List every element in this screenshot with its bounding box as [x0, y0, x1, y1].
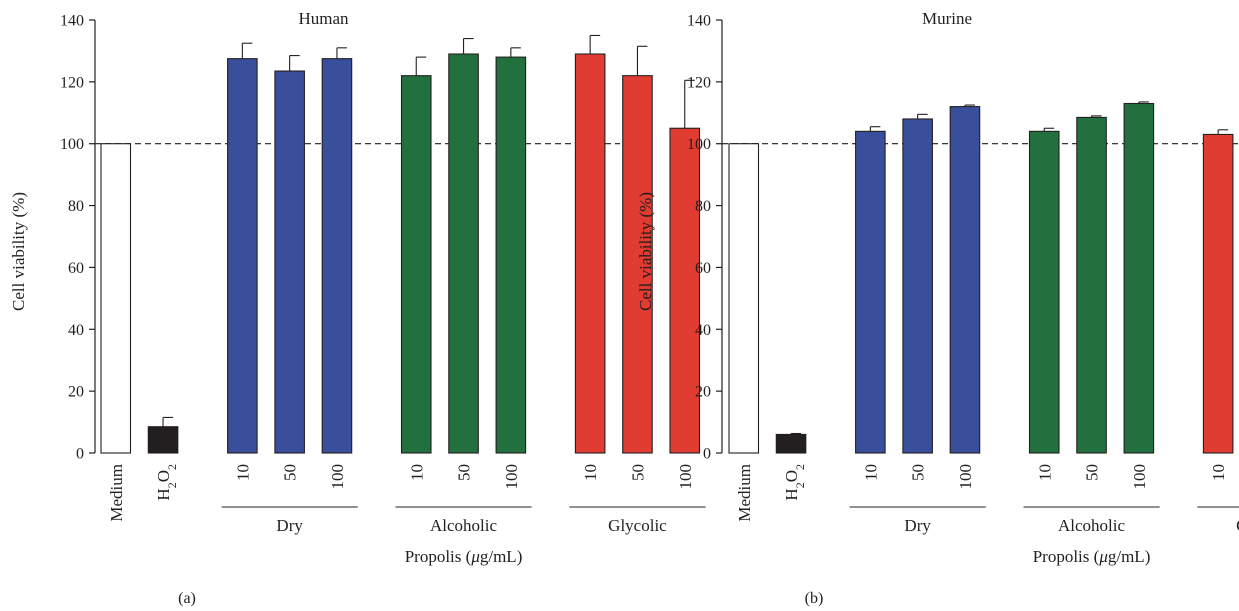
y-tick-label: 120	[60, 74, 84, 91]
bar-5	[1028, 130, 1060, 454]
bar-3	[902, 118, 933, 454]
y-tick-label: 140	[687, 13, 711, 30]
x-tick-label-10: 100	[676, 464, 695, 490]
bar-10	[669, 127, 701, 454]
x-tick-label-7: 100	[502, 464, 521, 490]
subscript: 2	[165, 464, 179, 470]
y-tick-label: 60	[695, 260, 711, 277]
chart-title: Human	[298, 9, 349, 28]
y-tick-label: 0	[703, 446, 711, 463]
y-tick-label: 20	[695, 384, 711, 401]
y-tick-label: 40	[695, 322, 711, 339]
y-tick-label: 100	[60, 136, 84, 153]
x-tick-label-2: 10	[861, 464, 880, 481]
y-tick-label: 20	[68, 384, 84, 401]
y-tick-label: 0	[76, 446, 84, 463]
xlabel-part: Propolis (	[405, 547, 472, 566]
y-tick-label: 80	[68, 198, 84, 215]
bar-8	[1202, 133, 1234, 454]
bar-7	[495, 56, 527, 454]
x-tick-label-4: 100	[328, 464, 347, 490]
panel-b: 0 20 40 60 80 100 120 140 Cell viability (%) Muri…	[636, 9, 1239, 607]
bar-9	[622, 75, 653, 454]
subscript: 2	[165, 482, 179, 488]
y-tick-label: 100	[687, 136, 711, 153]
x-axis-label: Propolis (μg/mL)	[405, 547, 523, 566]
x-tick-label-7: 100	[1130, 464, 1149, 490]
y-tick-label: 80	[695, 198, 711, 215]
x-tick-label-6: 50	[455, 464, 474, 481]
xlabel-part: g/mL)	[1108, 547, 1151, 566]
x-tick-label-0: Medium	[735, 464, 754, 522]
h-letter: H	[154, 488, 173, 500]
x-tick-label-8: 10	[1209, 464, 1228, 481]
x-tick-label-2: 10	[233, 464, 252, 481]
xlabel-part: Propolis (	[1033, 547, 1100, 566]
xlabel-part: g/mL)	[480, 547, 523, 566]
x-tick-label-3: 50	[281, 464, 300, 481]
y-tick-label: 60	[68, 260, 84, 277]
bar-3	[274, 70, 305, 454]
bar-2	[855, 130, 886, 454]
bar-6	[1076, 116, 1107, 454]
o-letter: O	[154, 470, 173, 482]
bar-1	[147, 426, 179, 454]
bar-4	[949, 106, 981, 454]
bar-0	[728, 143, 760, 454]
bar-7	[1123, 102, 1155, 454]
bar-6	[448, 53, 479, 454]
x-tick-label-8: 10	[581, 464, 600, 481]
h-letter: H	[782, 488, 801, 500]
x-tick-label-1: H2O2	[782, 464, 807, 501]
x-tick-label-5: 10	[1035, 464, 1054, 481]
x-tick-label-3: 50	[909, 464, 928, 481]
x-axis-label: Propolis (μg/mL)	[1033, 547, 1151, 566]
y-tick-label: 120	[687, 74, 711, 91]
bar-2	[227, 58, 258, 454]
group-label-2: Glycolic	[1236, 516, 1239, 535]
group-label-2: Glycolic	[608, 516, 667, 535]
group-label-1: Alcoholic	[430, 516, 497, 535]
y-tick-label: 40	[68, 322, 84, 339]
xlabel-mu: μ	[1098, 547, 1108, 566]
panel-label: (b)	[805, 590, 824, 607]
x-tick-label-6: 50	[1083, 464, 1102, 481]
subscript: 2	[793, 464, 807, 470]
y-tick-label: 140	[60, 13, 84, 30]
xlabel-mu: μ	[470, 547, 480, 566]
subscript: 2	[793, 482, 807, 488]
y-axis-label: Cell viability (%)	[636, 192, 655, 311]
group-label-1: Alcoholic	[1058, 516, 1125, 535]
y-axis-label: Cell viability (%)	[9, 192, 28, 311]
bar-1	[775, 433, 807, 454]
panel-a: 0 20 40 60 80 100 120 140 Cell viability (%) Huma…	[9, 9, 706, 607]
bar-0	[100, 143, 132, 454]
group-label-0: Dry	[904, 516, 931, 535]
x-tick-label-9: 50	[628, 464, 647, 481]
x-tick-label-5: 10	[407, 464, 426, 481]
x-tick-label-0: Medium	[107, 464, 126, 522]
group-label-0: Dry	[276, 516, 303, 535]
o-letter: O	[782, 470, 801, 482]
bar-8	[574, 53, 606, 454]
bar-4	[321, 58, 353, 454]
panel-label: (a)	[178, 590, 196, 607]
bar-5	[400, 75, 432, 454]
chart-title: Murine	[922, 9, 972, 28]
x-tick-label-1: H2O2	[154, 464, 179, 501]
x-tick-label-4: 100	[956, 464, 975, 490]
